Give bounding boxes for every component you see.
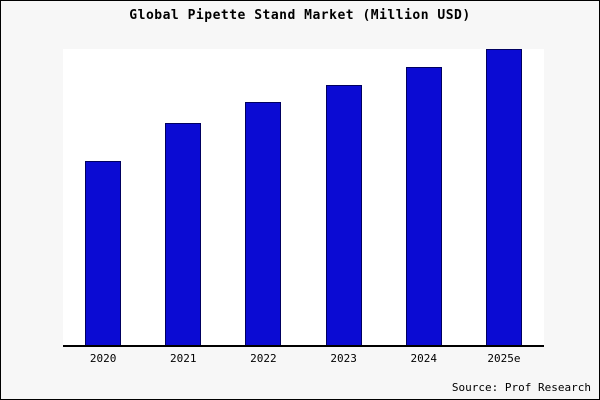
x-axis-ticks: 2020 2021 2022 2023 2024 2025e	[63, 347, 544, 365]
x-tick-label-2024: 2024	[410, 352, 438, 365]
bar-2025e	[485, 49, 522, 345]
bar-2020	[85, 161, 122, 345]
bar-slot	[143, 49, 223, 345]
chart-title: Global Pipette Stand Market (Million USD…	[129, 8, 471, 23]
bar-slot	[384, 49, 464, 345]
bar-slot	[223, 49, 303, 345]
source-credit: Source: Prof Research	[451, 381, 591, 394]
x-tick-label-2022: 2022	[250, 352, 277, 365]
plot-area	[63, 49, 544, 347]
x-tick-label-2025e: 2025e	[487, 352, 521, 365]
bar-slot	[304, 49, 384, 345]
x-tick-label-2023: 2023	[330, 352, 357, 365]
bar-2023	[325, 84, 362, 345]
x-tick-label-2020: 2020	[89, 352, 117, 365]
bar-slot	[464, 49, 544, 345]
bar-2024	[405, 66, 442, 345]
x-tick-label-2021: 2021	[170, 352, 197, 365]
bar-2021	[165, 123, 202, 345]
plot-wrapper: 2020 2021 2022 2023 2024 2025e	[63, 49, 544, 365]
bar-2022	[245, 102, 282, 345]
bar-slot	[63, 49, 143, 345]
